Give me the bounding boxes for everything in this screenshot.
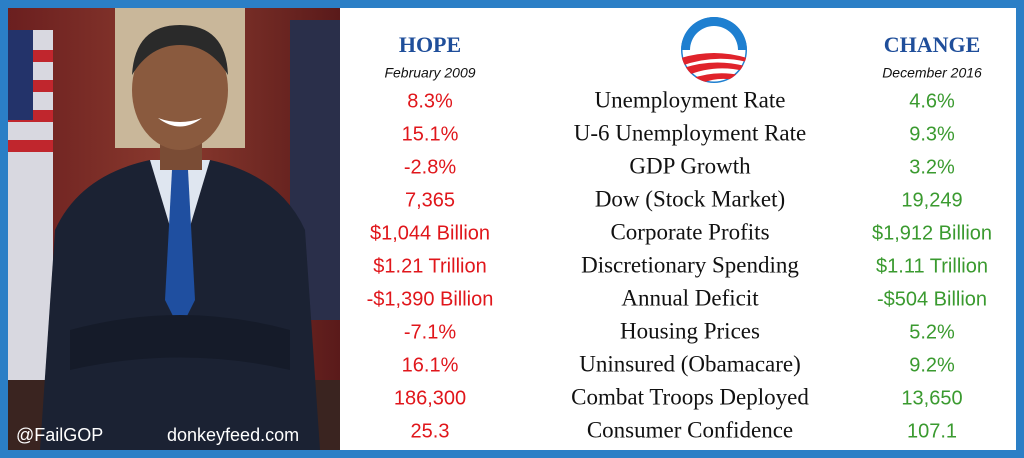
credit-site: donkeyfeed.com <box>167 425 299 445</box>
hope-subtitle: February 2009 <box>384 65 475 81</box>
metric-label: Unemployment Rate <box>595 87 786 112</box>
metric-label: GDP Growth <box>629 153 751 178</box>
hope-title: HOPE <box>399 32 461 57</box>
metric-label: Consumer Confidence <box>587 417 793 442</box>
photo <box>8 8 340 450</box>
metric-label: Discretionary Spending <box>581 252 799 277</box>
before-value: 7,365 <box>405 189 455 211</box>
after-value: 107.1 <box>907 420 957 442</box>
before-value: 15.1% <box>402 123 459 145</box>
credit-handle: @FailGOP <box>16 425 103 445</box>
rows: 8.3% Unemployment Rate 4.6% 15.1% U-6 Unempl… <box>367 87 992 442</box>
metric-label: Corporate Profits <box>610 219 769 244</box>
after-value: 19,249 <box>901 189 962 211</box>
metric-label: Dow (Stock Market) <box>595 186 785 211</box>
before-value: 16.1% <box>402 354 459 376</box>
before-value: -2.8% <box>404 156 456 178</box>
before-value: 186,300 <box>394 387 466 409</box>
before-value: -7.1% <box>404 321 456 343</box>
after-value: -$504 Billion <box>877 288 987 310</box>
after-value: $1,912 Billion <box>872 222 992 244</box>
metric-label: Annual Deficit <box>621 285 759 310</box>
change-subtitle: December 2016 <box>882 65 982 81</box>
after-value: 4.6% <box>909 90 955 112</box>
after-value: $1.11 Trillion <box>876 255 988 277</box>
after-value: 13,650 <box>901 387 962 409</box>
before-value: -$1,390 Billion <box>367 288 494 310</box>
change-title: CHANGE <box>884 32 981 57</box>
before-value: $1.21 Trillion <box>373 255 486 277</box>
before-value: 8.3% <box>407 90 453 112</box>
after-value: 9.3% <box>909 123 955 145</box>
after-value: 5.2% <box>909 321 955 343</box>
after-value: 3.2% <box>909 156 955 178</box>
after-value: 9.2% <box>909 354 955 376</box>
metric-label: Uninsured (Obamacare) <box>579 351 801 376</box>
metric-label: Housing Prices <box>620 318 760 343</box>
metric-label: Combat Troops Deployed <box>571 384 809 409</box>
before-value: 25.3 <box>411 420 450 442</box>
metric-label: U-6 Unemployment Rate <box>574 120 807 145</box>
before-value: $1,044 Billion <box>370 222 490 244</box>
logo <box>681 17 747 83</box>
